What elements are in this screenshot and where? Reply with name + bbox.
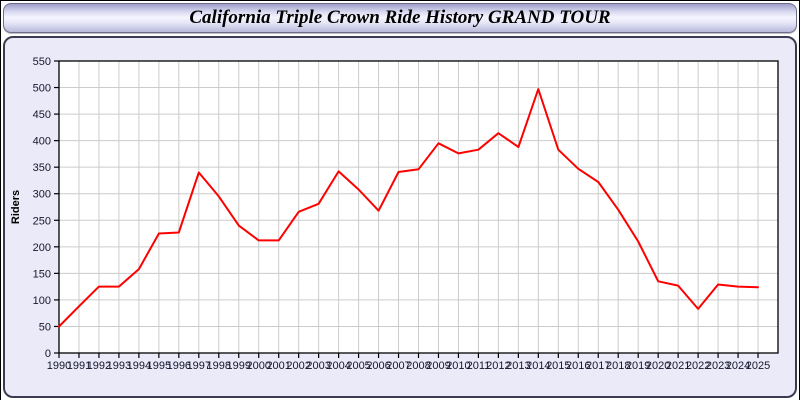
- x-axis-label: 2004: [326, 360, 350, 372]
- x-axis-label: 2024: [726, 360, 750, 372]
- riders-series-line: [58, 88, 759, 328]
- x-axis-label: 2020: [646, 360, 670, 372]
- y-axis-label: 400: [33, 136, 51, 148]
- title-bar: California Triple Crown Ride History GRA…: [3, 3, 797, 33]
- y-axis-label: 500: [33, 83, 51, 95]
- riders-line-chart: 0501001502002503003504004505005501990199…: [10, 56, 779, 372]
- x-axis-label: 2013: [506, 360, 530, 372]
- x-axis-label: 1994: [127, 360, 151, 372]
- x-axis-label: 1995: [147, 360, 171, 372]
- x-axis-label: 2006: [366, 360, 390, 372]
- y-axis-label: 200: [33, 242, 51, 254]
- x-axis-label: 2011: [467, 360, 491, 372]
- x-axis-label: 1997: [187, 360, 211, 372]
- x-axis-label: 2017: [586, 360, 610, 372]
- x-axis-label: 2008: [406, 360, 430, 372]
- x-axis-label: 1998: [207, 360, 231, 372]
- page-title: California Triple Crown Ride History GRA…: [189, 7, 611, 28]
- x-axis-label: 2000: [246, 360, 270, 372]
- y-axis-label: 100: [33, 295, 51, 307]
- x-axis-label: 1992: [87, 360, 111, 372]
- y-axis-label: 50: [39, 321, 51, 333]
- x-axis-label: 2003: [306, 360, 330, 372]
- y-axis-label: 250: [33, 215, 51, 227]
- x-axis-label: 2015: [546, 360, 570, 372]
- y-axis-label: 450: [33, 109, 51, 121]
- x-axis-label: 1996: [167, 360, 191, 372]
- x-axis-label: 1999: [227, 360, 251, 372]
- x-axis-label: 2023: [706, 360, 730, 372]
- x-axis-label: 2014: [526, 360, 550, 372]
- x-axis-label: 2002: [286, 360, 310, 372]
- x-axis-label: 2012: [486, 360, 510, 372]
- x-axis-label: 1990: [47, 360, 71, 372]
- x-axis-label: 2018: [606, 360, 630, 372]
- y-axis-label: 0: [45, 348, 51, 360]
- x-axis-label: 2007: [386, 360, 410, 372]
- x-axis-label: 2001: [266, 360, 290, 372]
- x-axis-label: 2016: [566, 360, 590, 372]
- y-axis-label: 300: [33, 189, 51, 201]
- y-axis-label: 550: [33, 56, 51, 68]
- x-axis-label: 2025: [746, 360, 770, 372]
- y-axis-label: 350: [33, 162, 51, 174]
- x-axis-label: 2010: [446, 360, 470, 372]
- x-axis-label: 1991: [67, 360, 91, 372]
- x-axis-label: 1993: [107, 360, 131, 372]
- x-axis-label: 2019: [626, 360, 650, 372]
- x-axis-label: 2021: [666, 360, 690, 372]
- x-axis-label: 2022: [686, 360, 710, 372]
- y-axis-title: Riders: [10, 190, 22, 224]
- x-axis-label: 2005: [346, 360, 370, 372]
- y-axis-label: 150: [33, 268, 51, 280]
- x-axis-label: 2009: [426, 360, 450, 372]
- chart-panel: 0 50 100 150 200 250 300 350 400 450 500 550 1990 199…: [3, 36, 797, 398]
